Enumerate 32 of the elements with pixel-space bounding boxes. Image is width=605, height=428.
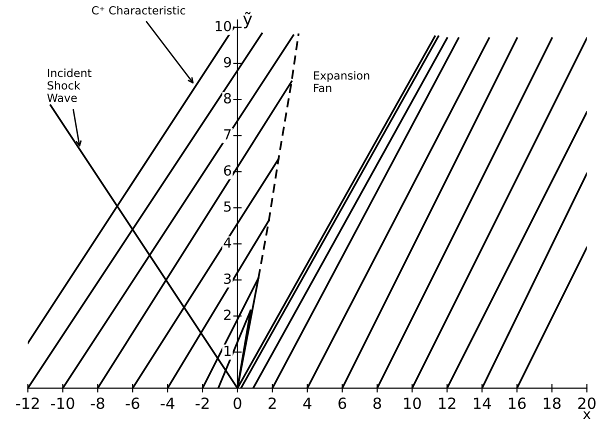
x-tick-label: 6	[338, 397, 346, 410]
x-tick-label: 18	[544, 397, 561, 410]
x-tick-label: -10	[51, 397, 74, 410]
annotation: C⁺ Characteristic	[92, 6, 186, 15]
x-tick-label: 12	[439, 397, 456, 409]
y-axis-title: ỹ	[243, 12, 252, 28]
x-tick-label: 2	[268, 397, 276, 409]
y-tick-label: 3	[224, 273, 231, 284]
x-tick-label: 8	[373, 397, 382, 410]
x-tick-label: 0	[234, 397, 242, 410]
x-tick-label: -12	[16, 397, 39, 409]
x-tick-label: 16	[508, 397, 526, 410]
x-axis-title: x	[583, 411, 591, 419]
y-tick-label: 9	[224, 56, 231, 68]
x-tick-label: 20	[578, 397, 596, 410]
annotation: Expansion Fan	[314, 71, 370, 92]
x-tick-label: -2	[196, 397, 209, 409]
annotation: Incident Shock Wave	[47, 68, 92, 102]
y-tick-label: 6	[224, 165, 232, 176]
x-tick-label: 4	[303, 398, 312, 409]
y-tick-label: 7	[224, 129, 231, 140]
y-tick-label: 8	[224, 93, 231, 104]
x-tick-label: -6	[126, 397, 140, 410]
x-tick-label: 10	[404, 397, 421, 410]
y-tick-label: 5	[224, 201, 231, 212]
y-tick-label: 4	[224, 238, 232, 248]
x-tick-label: 14	[474, 398, 491, 409]
x-tick-label: -4	[160, 398, 174, 409]
y-tick-label: 1	[224, 346, 231, 356]
x-tick-label: -8	[90, 397, 104, 410]
y-tick-label: 10	[216, 20, 231, 32]
y-tick-label: 2	[224, 310, 231, 320]
